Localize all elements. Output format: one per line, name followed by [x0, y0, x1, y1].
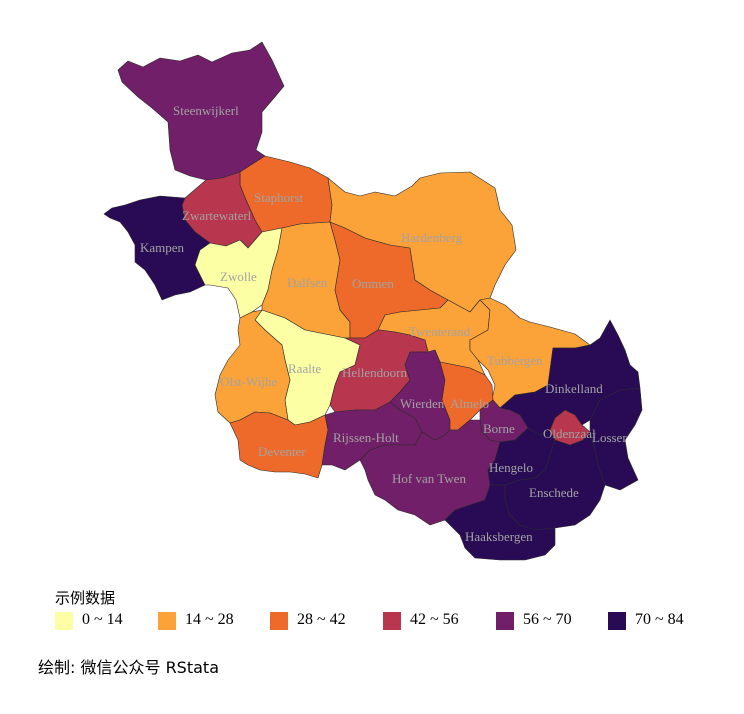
region-label-staphorst: Staphorst — [254, 190, 304, 205]
legend-label: 70 ~ 84 — [635, 611, 684, 628]
region-label-dalfsen: Dalfsen — [287, 275, 328, 290]
region-label-borne: Borne — [483, 421, 515, 436]
region-labels: Steenwijkerl Staphorst Zwartewaterl Kamp… — [140, 103, 627, 544]
region-label-dinkelland: Dinkelland — [545, 381, 603, 396]
region-haaksbergen — [444, 484, 556, 561]
region-label-kampen: Kampen — [140, 240, 185, 255]
legend-label: 14 ~ 28 — [185, 611, 234, 628]
region-label-losser: Losser — [592, 430, 627, 445]
region-steenwijkerland — [117, 41, 285, 181]
region-label-steenwijkerland: Steenwijkerl — [173, 103, 239, 118]
region-oldenzaal — [549, 409, 591, 446]
region-hardenberg — [327, 171, 517, 313]
region-label-olst-wijhe: Olst-Wijhe — [220, 374, 277, 389]
region-label-ommen: Ommen — [352, 276, 394, 291]
legend-label: 42 ~ 56 — [410, 611, 459, 628]
legend-swatch — [270, 612, 288, 630]
region-label-zwartewaterland: Zwartewaterl — [182, 208, 252, 223]
legend-title: 示例数据 — [55, 589, 116, 607]
region-label-raalte: Raalte — [288, 361, 321, 376]
legend-swatch — [158, 612, 176, 630]
region-label-hardenberg: Hardenberg — [401, 230, 463, 245]
legend-label: 0 ~ 14 — [82, 611, 123, 628]
region-label-tubbergen: Tubbergen — [487, 353, 543, 368]
region-label-hengelo: Hengelo — [489, 460, 533, 475]
region-label-enschede: Enschede — [529, 485, 579, 500]
caption: 绘制: 微信公众号 RStata — [38, 658, 219, 677]
region-label-wierden: Wierden — [400, 396, 445, 411]
legend-label: 56 ~ 70 — [523, 611, 572, 628]
region-label-zwolle: Zwolle — [220, 269, 257, 284]
region-label-almelo: Almelo — [450, 396, 489, 411]
region-almelo — [439, 361, 494, 431]
region-label-hellendoorn: Hellendoorn — [342, 365, 407, 380]
legend-swatch — [496, 612, 514, 630]
choropleth-map: Steenwijkerl Staphorst Zwartewaterl Kamp… — [103, 41, 643, 561]
region-shapes — [103, 41, 643, 561]
legend-label: 28 ~ 42 — [297, 611, 346, 628]
region-label-oldenzaal: Oldenzaal — [543, 426, 596, 441]
region-label-rijssen-holten: Rijssen-Holt — [333, 430, 399, 445]
legend-swatch — [383, 612, 401, 630]
region-label-hof-van-twente: Hof van Twen — [392, 471, 466, 486]
region-label-deventer: Deventer — [258, 444, 306, 459]
legend-swatch — [55, 612, 73, 630]
region-label-twenterand: Twenterand — [409, 324, 471, 339]
legend-swatch — [608, 612, 626, 630]
region-label-haaksbergen: Haaksbergen — [465, 529, 533, 544]
